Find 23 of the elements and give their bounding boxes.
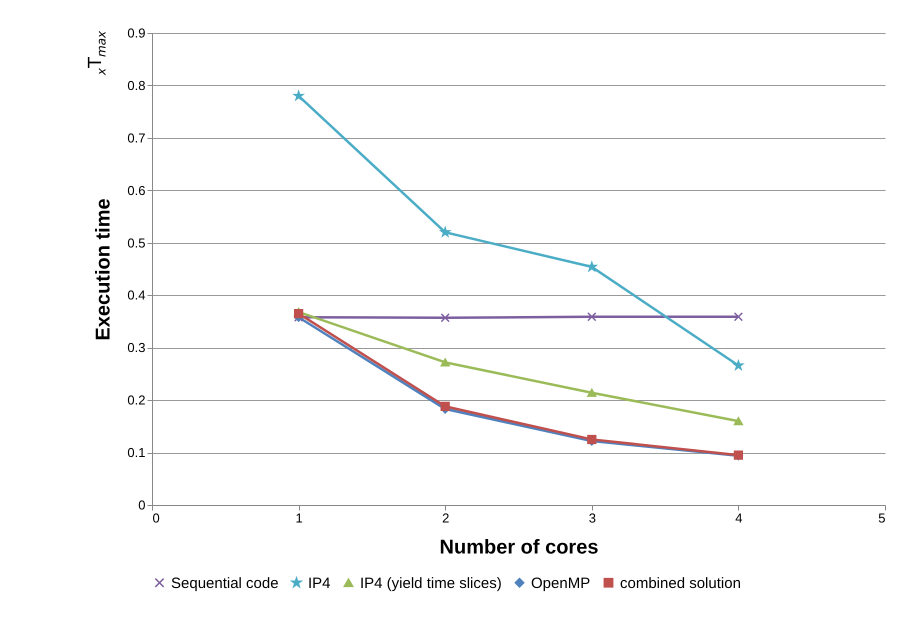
- x-tick-label: 2: [442, 510, 450, 526]
- legend-label: Sequential code: [171, 574, 279, 592]
- y-tick-label: 0.3: [127, 340, 146, 356]
- x-tick-label: 4: [735, 510, 743, 526]
- x-tick-label: 5: [878, 510, 886, 526]
- legend-label: IP4: [308, 574, 331, 592]
- x-tick-label: 0: [152, 510, 160, 526]
- legend-label: IP4 (yield time slices): [360, 574, 502, 592]
- y-tick-label: 0.7: [127, 130, 146, 146]
- y-tick-label: 0.4: [127, 288, 146, 303]
- x-axis-title: Number of cores: [440, 536, 598, 558]
- y-axis-title: Execution time: [92, 198, 114, 341]
- legend-label: OpenMP: [531, 574, 590, 592]
- y-tick-label: 0.8: [127, 78, 146, 93]
- x-tick-label: 3: [588, 510, 596, 526]
- legend-label: combined solution: [620, 574, 741, 592]
- y-tick-label: 0.5: [127, 235, 146, 250]
- y-tick-label: 0: [138, 498, 146, 512]
- x-tick-label: 1: [295, 510, 303, 526]
- y-tick-label: 0.1: [127, 445, 146, 460]
- y-tick-label: 0.6: [127, 182, 146, 198]
- y-tick-label: 0.9: [127, 26, 146, 40]
- y-tick-label: 0.2: [127, 392, 146, 408]
